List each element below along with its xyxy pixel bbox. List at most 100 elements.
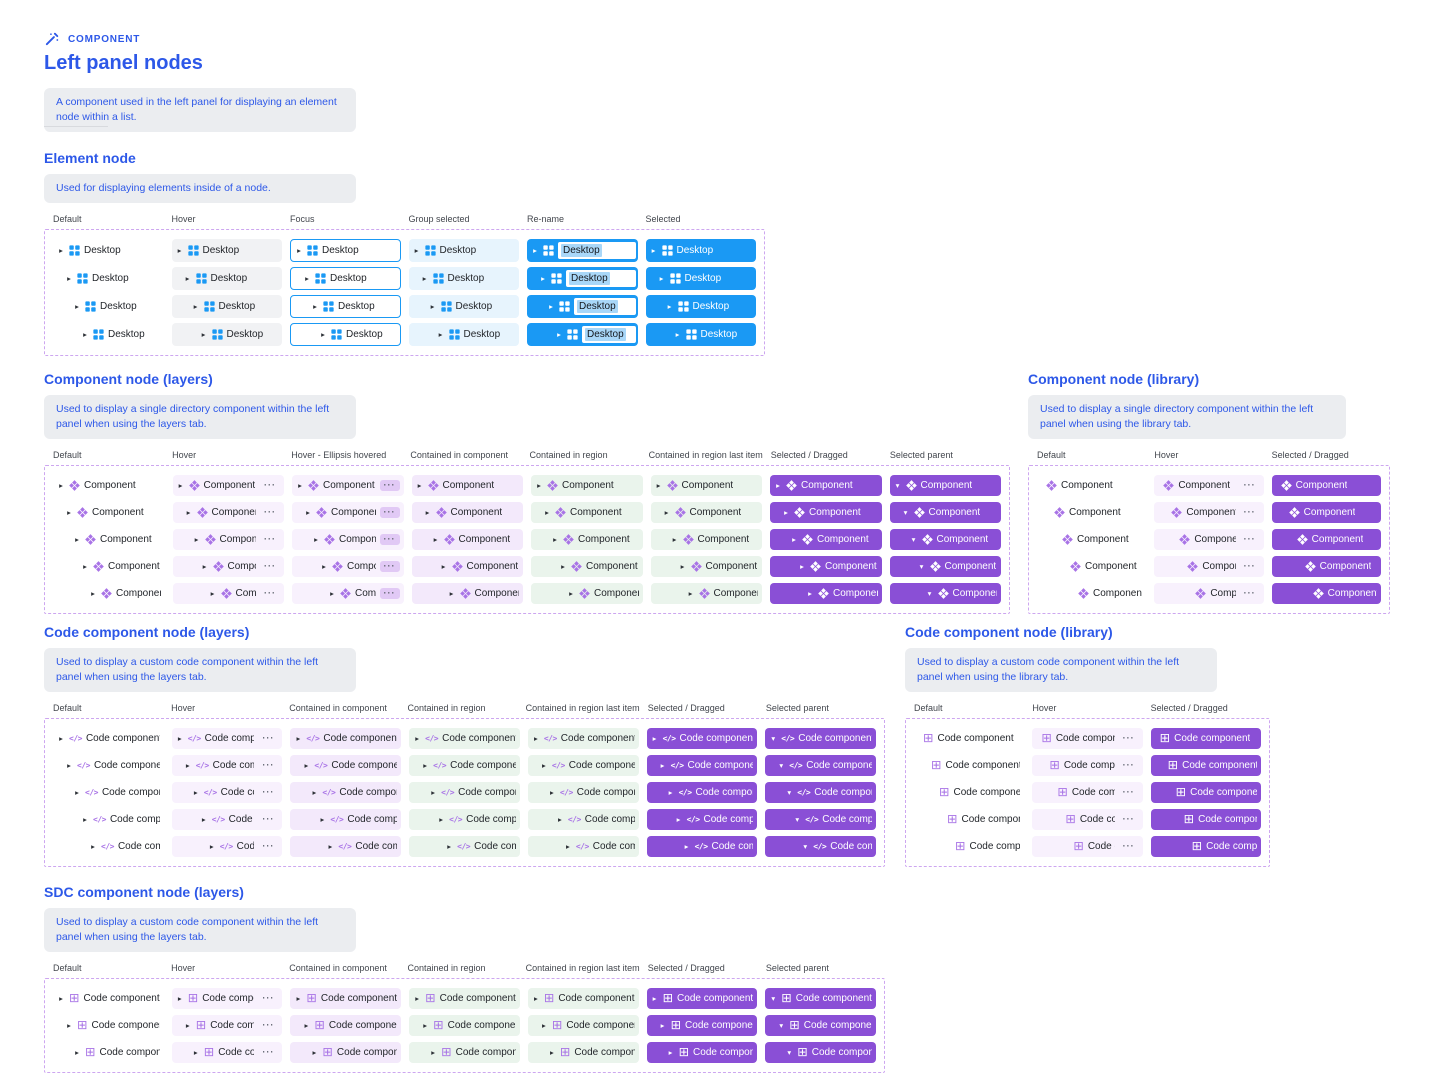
node-contained-region[interactable]: ▸ ⊞Code component (409, 1015, 520, 1037)
caret-right-icon[interactable]: ▸ (553, 535, 557, 545)
node-contained-region[interactable]: ▸ Component (531, 475, 643, 497)
caret-right-icon[interactable]: ▸ (447, 842, 452, 852)
caret-right-icon[interactable]: ▸ (330, 589, 334, 599)
caret-right-icon[interactable]: ▸ (557, 815, 562, 825)
caret-right-icon[interactable]: ▸ (67, 273, 71, 283)
node-selected[interactable]: ⊞Code component (1150, 809, 1261, 831)
node-hover-ellipsis[interactable]: ▸Component··· (292, 475, 404, 497)
node-contained-region-last[interactable]: ▸ ⊞Code component (527, 1015, 639, 1037)
node-default[interactable]: Component (1037, 556, 1146, 577)
caret-down-icon[interactable]: ▾ (779, 1021, 784, 1031)
node-contained-component[interactable]: ▸ Component (411, 556, 523, 578)
caret-right-icon[interactable]: ▸ (75, 301, 79, 311)
caret-right-icon[interactable]: ▸ (651, 245, 656, 255)
ellipsis-button[interactable]: ··· (1243, 507, 1256, 518)
ellipsis-button[interactable]: ··· (264, 480, 276, 491)
caret-right-icon[interactable]: ▸ (296, 734, 301, 744)
node-hover[interactable]: ▸ ⊞Code component ··· (171, 1015, 283, 1037)
caret-right-icon[interactable]: ▸ (652, 994, 657, 1004)
caret-right-icon[interactable]: ▸ (201, 329, 206, 339)
caret-right-icon[interactable]: ▸ (569, 589, 573, 599)
caret-right-icon[interactable]: ▸ (660, 761, 665, 771)
node-default[interactable]: ▸ ⊞Code component (53, 1042, 164, 1063)
caret-right-icon[interactable]: ▸ (296, 994, 301, 1004)
node-selected[interactable]: ▸ </>Code component (646, 809, 758, 831)
ellipsis-button[interactable]: ··· (264, 534, 276, 545)
node-hover-ellipsis[interactable]: ▸Component··· (292, 583, 404, 605)
ellipsis-button[interactable]: ··· (1243, 534, 1256, 545)
node-hover[interactable]: ▸ Desktop (171, 239, 282, 263)
node-default[interactable]: ⊞Code component (914, 755, 1024, 776)
caret-right-icon[interactable]: ▸ (75, 1048, 79, 1058)
caret-right-icon[interactable]: ▸ (328, 842, 333, 852)
caret-right-icon[interactable]: ▸ (193, 788, 198, 798)
ellipsis-button[interactable]: ··· (1243, 480, 1256, 491)
caret-right-icon[interactable]: ▸ (186, 508, 191, 518)
caret-right-icon[interactable]: ▸ (193, 1048, 198, 1058)
node-selected[interactable]: Component (1271, 502, 1381, 524)
caret-down-icon[interactable]: ▾ (911, 535, 916, 545)
ellipsis-button[interactable]: ··· (1122, 841, 1135, 852)
caret-right-icon[interactable]: ▸ (545, 508, 549, 518)
caret-down-icon[interactable]: ▾ (787, 788, 792, 798)
caret-right-icon[interactable]: ▸ (59, 994, 63, 1004)
node-hover[interactable]: ▸ </>Code component ··· (171, 782, 283, 804)
rename-input[interactable]: Desktop (566, 270, 636, 288)
node-default[interactable]: ▸ Desktop (53, 295, 164, 318)
caret-right-icon[interactable]: ▸ (423, 761, 428, 771)
node-selected-parent[interactable]: ▾ ⊞Code component (765, 1015, 876, 1037)
node-hover[interactable]: ⊞Code component ··· (1032, 755, 1143, 777)
caret-right-icon[interactable]: ▸ (533, 245, 537, 255)
node-hover[interactable]: ▸ ⊞Code component ··· (171, 988, 283, 1010)
node-selected[interactable]: ▸ </>Code component (646, 728, 758, 750)
node-selected[interactable]: ▸ </>Code component (646, 836, 758, 858)
caret-down-icon[interactable]: ▾ (787, 1048, 792, 1058)
node-selected[interactable]: ▸ ⊞Code component (646, 988, 758, 1010)
node-default[interactable]: ▸ </>Code component (53, 782, 164, 803)
caret-right-icon[interactable]: ▸ (425, 508, 430, 518)
caret-right-icon[interactable]: ▸ (194, 535, 199, 545)
node-focus[interactable]: ▸ Desktop (290, 239, 401, 263)
node-selected-parent[interactable]: ▾ </>Code component (765, 782, 876, 804)
rename-input[interactable]: Desktop (582, 326, 636, 344)
caret-right-icon[interactable]: ▸ (549, 788, 554, 798)
node-selected[interactable]: Component (1271, 583, 1381, 605)
caret-right-icon[interactable]: ▸ (177, 734, 182, 744)
node-default[interactable]: ⊞Code component (914, 782, 1024, 803)
node-default[interactable]: ▸ Component (53, 502, 165, 523)
caret-right-icon[interactable]: ▸ (684, 842, 689, 852)
caret-right-icon[interactable]: ▸ (314, 535, 318, 545)
node-rename[interactable]: ▸ Desktop (527, 323, 638, 347)
node-default[interactable]: ▸ ⊞Code component (53, 988, 164, 1009)
rename-input[interactable]: Desktop (558, 242, 636, 260)
caret-right-icon[interactable]: ▸ (449, 589, 454, 599)
caret-right-icon[interactable]: ▸ (202, 562, 207, 572)
node-default[interactable]: Component (1037, 475, 1146, 496)
caret-right-icon[interactable]: ▸ (549, 1048, 554, 1058)
caret-right-icon[interactable]: ▸ (414, 245, 419, 255)
caret-right-icon[interactable]: ▸ (561, 562, 565, 572)
caret-right-icon[interactable]: ▸ (656, 481, 661, 491)
node-focus[interactable]: ▸ Desktop (290, 267, 401, 291)
caret-right-icon[interactable]: ▸ (298, 481, 302, 491)
node-contained-region[interactable]: ▸ Component (531, 583, 643, 605)
node-hover[interactable]: ▸ ⊞Code component ··· (171, 1042, 283, 1064)
caret-right-icon[interactable]: ▸ (185, 1021, 190, 1031)
node-hover-ellipsis[interactable]: ▸Component··· (292, 529, 404, 551)
caret-right-icon[interactable]: ▸ (800, 562, 804, 572)
caret-right-icon[interactable]: ▸ (668, 1048, 673, 1058)
node-focus[interactable]: ▸ Desktop (290, 323, 401, 347)
node-contained-region[interactable]: ▸ Component (531, 502, 643, 524)
node-selected[interactable]: ▸ Component (770, 475, 882, 497)
node-selected[interactable]: ▸ ⊞Code component (646, 1042, 758, 1064)
ellipsis-button[interactable]: ··· (1122, 787, 1135, 798)
caret-right-icon[interactable]: ▸ (565, 842, 570, 852)
caret-right-icon[interactable]: ▸ (297, 245, 301, 255)
node-hover[interactable]: ▸ Component ··· (172, 475, 284, 497)
node-hover[interactable]: Component ··· (1154, 502, 1264, 524)
ellipsis-button[interactable]: ··· (264, 588, 276, 599)
node-selected[interactable]: ▸ Component (770, 529, 882, 551)
node-contained-region[interactable]: ▸ </>Code component (409, 755, 520, 777)
ellipsis-button[interactable]: ··· (262, 1047, 275, 1058)
node-selected[interactable]: ▸ </>Code component (646, 755, 758, 777)
